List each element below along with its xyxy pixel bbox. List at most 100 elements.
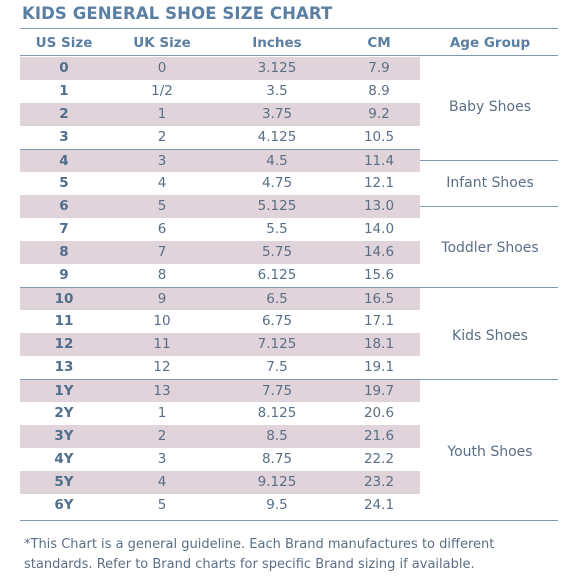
us-size-cell: 8 <box>59 244 69 260</box>
age-group-youth: Youth Shoes <box>447 444 533 460</box>
uk-size-cell: 5 <box>157 497 167 513</box>
inches-cell: 8.75 <box>261 451 293 467</box>
inches-cell: 4.5 <box>266 153 288 169</box>
header-uk-size: UK Size <box>133 35 191 51</box>
cm-cell: 15.6 <box>363 267 395 283</box>
uk-size-cell: 13 <box>153 383 171 399</box>
age-group-divider <box>420 160 558 161</box>
uk-size-cell: 2 <box>157 129 167 145</box>
cm-cell: 7.9 <box>368 60 390 76</box>
uk-size-cell: 4 <box>157 175 167 191</box>
cm-cell: 12.1 <box>363 175 395 191</box>
uk-size-cell: 11 <box>153 336 171 352</box>
table-row: 4 3 4.5 11.4 <box>20 149 420 172</box>
age-group-divider <box>420 206 558 207</box>
age-group-baby: Baby Shoes <box>448 99 532 115</box>
cm-cell: 18.1 <box>363 336 395 352</box>
uk-size-cell: 9 <box>157 291 167 307</box>
table-row: 0 0 3.125 7.9 <box>20 57 420 80</box>
uk-size-cell: 0 <box>157 60 167 76</box>
inches-cell: 9.125 <box>257 474 297 490</box>
us-size-cell: 5Y <box>54 474 74 490</box>
cm-cell: 14.0 <box>363 221 395 237</box>
inches-cell: 5.5 <box>266 221 288 237</box>
us-size-cell: 10 <box>54 291 74 307</box>
table-row: 3 2 4.125 10.5 <box>20 126 420 149</box>
us-size-cell: 12 <box>54 336 74 352</box>
inches-cell: 3.125 <box>257 60 297 76</box>
table-row: 6 5 5.125 13.0 <box>20 195 420 218</box>
uk-size-cell: 6 <box>157 221 167 237</box>
table-row: 9 8 6.125 15.6 <box>20 264 420 287</box>
age-group-kids: Kids Shoes <box>452 328 528 344</box>
uk-size-cell: 5 <box>157 198 167 214</box>
us-size-cell: 13 <box>54 359 74 375</box>
cm-cell: 14.6 <box>363 244 395 260</box>
table-row: 2Y 1 8.125 20.6 <box>20 402 420 425</box>
inches-cell: 3.75 <box>261 106 293 122</box>
cm-cell: 16.5 <box>363 291 395 307</box>
size-table-body: 0 0 3.125 7.9 1 1/2 3.5 8.9 2 1 3.75 9.2 3 2 4.125 10.5… <box>20 57 420 517</box>
us-size-cell: 6 <box>59 198 69 214</box>
table-row: 7 6 5.5 14.0 <box>20 218 420 241</box>
inches-cell: 3.5 <box>266 83 288 99</box>
us-size-cell: 3 <box>59 129 69 145</box>
age-group-divider <box>420 287 558 288</box>
us-size-cell: 4 <box>59 153 69 169</box>
age-group-infant: Infant Shoes <box>446 175 534 191</box>
uk-size-cell: 1 <box>157 405 167 421</box>
table-row: 5Y 4 9.125 23.2 <box>20 471 420 494</box>
table-row: 3Y 2 8.5 21.6 <box>20 425 420 448</box>
table-row: 10 9 6.5 16.5 <box>20 287 420 310</box>
header-cm: CM <box>367 35 391 51</box>
cm-cell: 21.6 <box>363 428 395 444</box>
cm-cell: 19.1 <box>363 359 395 375</box>
us-size-cell: 2Y <box>54 405 74 421</box>
age-group-divider <box>420 379 558 380</box>
inches-cell: 5.125 <box>257 198 297 214</box>
inches-cell: 8.125 <box>257 405 297 421</box>
age-group-toddler: Toddler Shoes <box>441 240 539 256</box>
inches-cell: 6.5 <box>266 291 288 307</box>
inches-cell: 8.5 <box>266 428 288 444</box>
header-inches: Inches <box>252 35 302 51</box>
inches-cell: 4.125 <box>257 129 297 145</box>
uk-size-cell: 12 <box>153 359 171 375</box>
inches-cell: 6.75 <box>261 313 293 329</box>
cm-cell: 20.6 <box>363 405 395 421</box>
cm-cell: 11.4 <box>363 153 395 169</box>
header-top-rule <box>20 28 558 29</box>
uk-size-cell: 1 <box>157 106 167 122</box>
us-size-cell: 9 <box>59 267 69 283</box>
inches-cell: 5.75 <box>261 244 293 260</box>
cm-cell: 17.1 <box>363 313 395 329</box>
us-size-cell: 3Y <box>54 428 74 444</box>
table-row: 4Y 3 8.75 22.2 <box>20 448 420 471</box>
chart-title: KIDS GENERAL SHOE SIZE CHART <box>22 4 333 23</box>
cm-cell: 24.1 <box>363 497 395 513</box>
us-size-cell: 4Y <box>54 451 74 467</box>
uk-size-cell: 10 <box>153 313 171 329</box>
us-size-cell: 5 <box>59 175 69 191</box>
table-row: 1Y 13 7.75 19.7 <box>20 379 420 402</box>
uk-size-cell: 7 <box>157 244 167 260</box>
uk-size-cell: 2 <box>157 428 167 444</box>
table-row: 6Y 5 9.5 24.1 <box>20 494 420 517</box>
us-size-cell: 11 <box>54 313 74 329</box>
cm-cell: 8.9 <box>368 83 390 99</box>
footnote: *This Chart is a general guideline. Each… <box>24 537 495 572</box>
inches-cell: 9.5 <box>266 497 288 513</box>
us-size-cell: 0 <box>59 60 69 76</box>
cm-cell: 23.2 <box>363 474 395 490</box>
inches-cell: 4.75 <box>261 175 293 191</box>
table-row: 11 10 6.75 17.1 <box>20 310 420 333</box>
header-bottom-rule <box>20 55 558 56</box>
cm-cell: 22.2 <box>363 451 395 467</box>
us-size-cell: 7 <box>59 221 69 237</box>
table-row: 5 4 4.75 12.1 <box>20 172 420 195</box>
uk-size-cell: 3 <box>157 153 167 169</box>
uk-size-cell: 3 <box>157 451 167 467</box>
us-size-cell: 1 <box>59 83 69 99</box>
table-row: 2 1 3.75 9.2 <box>20 103 420 126</box>
table-row: 13 12 7.5 19.1 <box>20 356 420 379</box>
